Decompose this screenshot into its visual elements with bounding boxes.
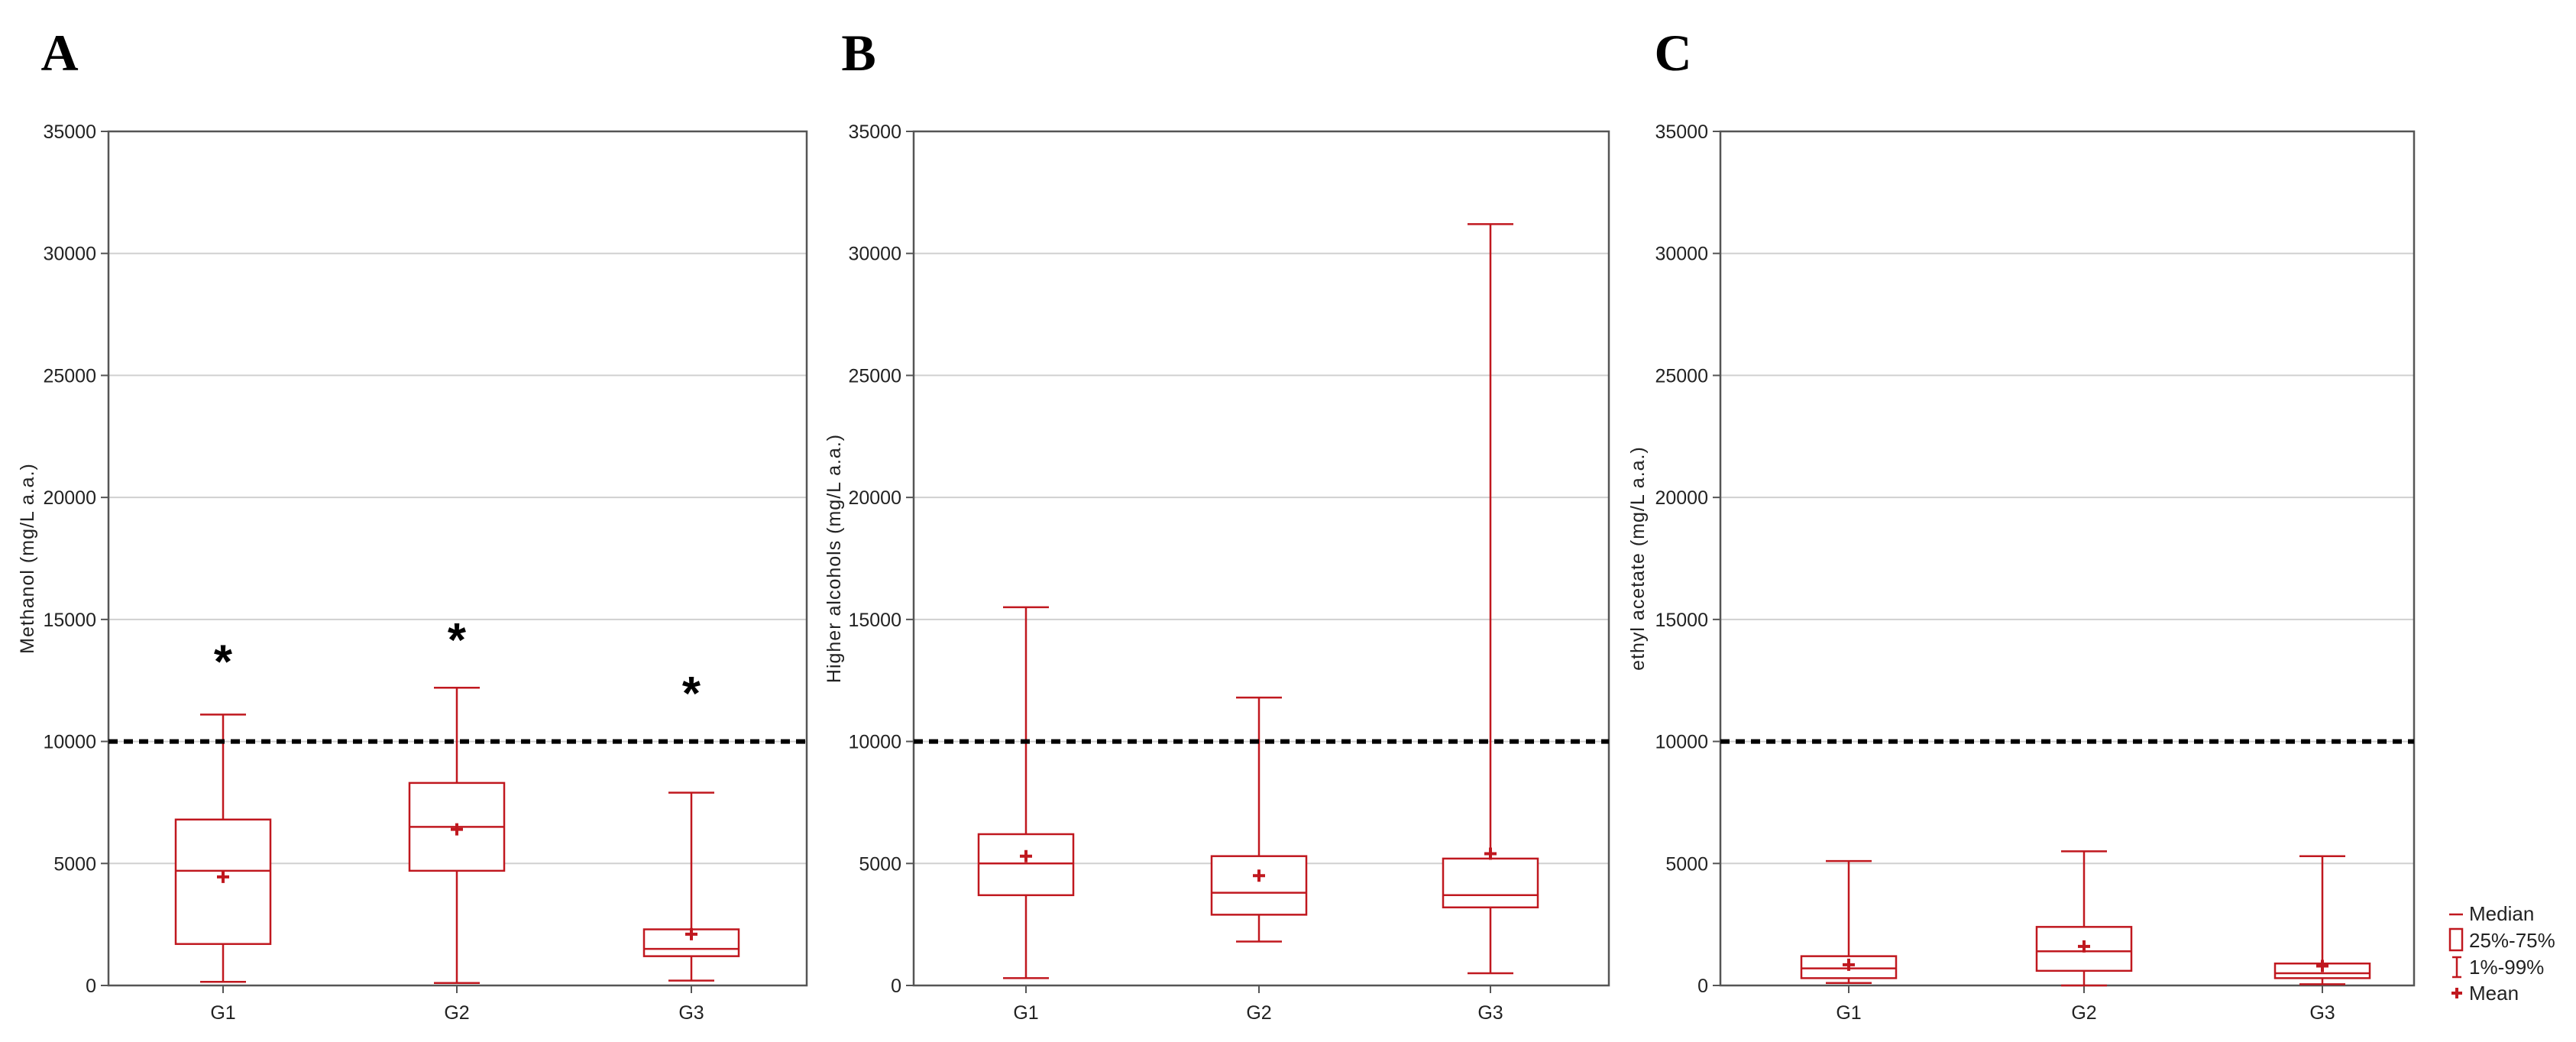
box-g2	[2035, 850, 2133, 987]
x-tick-label: G1	[1013, 1002, 1038, 1024]
y-tick-label: 35000	[1655, 121, 1708, 143]
y-tick-label: 25000	[43, 365, 96, 387]
iqr-box	[1210, 855, 1308, 916]
legend-label-mean: Mean	[2469, 982, 2519, 1005]
box-g3	[2273, 855, 2371, 985]
y-tick-label: 15000	[1655, 610, 1708, 631]
x-tick-label: G1	[210, 1002, 235, 1024]
x-tick-label: G2	[444, 1002, 469, 1024]
y-tick-label: 20000	[43, 487, 96, 509]
y-tick-label: 30000	[848, 244, 901, 265]
y-tick-label: 20000	[1655, 487, 1708, 509]
x-tick-label: G3	[1477, 1002, 1503, 1024]
y-tick-label: 35000	[43, 121, 96, 143]
legend-whisker-symbol	[2452, 956, 2461, 979]
box-g1	[977, 606, 1075, 979]
box-g1	[174, 714, 272, 983]
mean-marker	[685, 927, 697, 940]
y-tick-label: 0	[86, 976, 96, 997]
y-tick-label: 5000	[53, 853, 96, 875]
mean-marker	[2078, 940, 2090, 953]
box-g2	[1210, 696, 1308, 943]
box-g3	[642, 791, 740, 982]
mean-marker	[1020, 849, 1032, 862]
legend-label-whisker: 1%-99%	[2469, 956, 2544, 979]
y-tick-label: 10000	[848, 732, 901, 753]
legend-box-symbol	[2448, 927, 2464, 952]
iqr-box	[977, 833, 1075, 897]
y-tick-label: 30000	[43, 244, 96, 265]
y-tick-label: 30000	[1655, 244, 1708, 265]
significance-star: *	[682, 668, 701, 720]
plot-frame	[912, 130, 1610, 987]
y-tick-label: 10000	[1655, 732, 1708, 753]
y-tick-label: 25000	[848, 365, 901, 387]
legend: Median 25%-75% 1%-99% Mean	[2448, 902, 2555, 1005]
x-tick-label: G2	[1246, 1002, 1271, 1024]
y-tick-label: 25000	[1655, 365, 1708, 387]
mean-marker	[2316, 959, 2328, 972]
mean-marker	[1843, 958, 1855, 971]
panel-letter: C	[1654, 24, 1691, 82]
legend-mean-symbol	[2451, 988, 2462, 998]
plot-frame	[1719, 130, 2416, 987]
y-tick-label: 5000	[1665, 853, 1708, 875]
y-tick-label: 35000	[848, 121, 901, 143]
mean-marker	[1484, 847, 1497, 860]
y-tick-label: 20000	[848, 487, 901, 509]
significance-star: *	[214, 636, 233, 689]
legend-label-box: 25%-75%	[2469, 929, 2555, 952]
mean-marker	[217, 870, 229, 883]
y-axis-title: ethyl acetate (mg/L a.a.)	[1627, 446, 1649, 671]
box-g3	[1442, 223, 1539, 975]
x-tick-label: G3	[2309, 1002, 2335, 1024]
chart-panel-b: B 0 5000 10000 15000 20000 25000 30000 35000 High…	[824, 24, 1610, 1024]
y-tick-label: 15000	[43, 610, 96, 631]
y-tick-label: 0	[891, 976, 901, 997]
y-tick-label: 5000	[859, 853, 901, 875]
iqr-box	[1442, 857, 1539, 909]
mean-marker	[1253, 869, 1265, 882]
y-axis-title: Methanol (mg/L a.a.)	[17, 463, 38, 654]
x-tick-label: G1	[1836, 1002, 1861, 1024]
x-tick-label: G2	[2071, 1002, 2096, 1024]
chart-panel-c: C 0 5000 10000 15000 20000 25000 30000 35000 ethy…	[1627, 24, 2416, 1024]
y-tick-label: 0	[1697, 976, 1708, 997]
box-g2	[408, 687, 506, 985]
mean-marker	[451, 823, 463, 836]
y-tick-label: 10000	[43, 732, 96, 753]
y-axis-title: Higher alcohols (mg/L a.a.)	[824, 434, 845, 683]
panel-letter: B	[841, 24, 875, 82]
legend-label-median: Median	[2469, 902, 2534, 925]
x-tick-label: G3	[678, 1002, 704, 1024]
significance-star: *	[448, 614, 467, 667]
y-tick-label: 15000	[848, 610, 901, 631]
box-g1	[1800, 859, 1898, 985]
chart-panel-a: A 0 5000 10000 15000 20000 25000 30000 35000 Meth…	[17, 24, 808, 1024]
iqr-box	[2035, 926, 2133, 972]
panel-letter: A	[40, 24, 78, 82]
